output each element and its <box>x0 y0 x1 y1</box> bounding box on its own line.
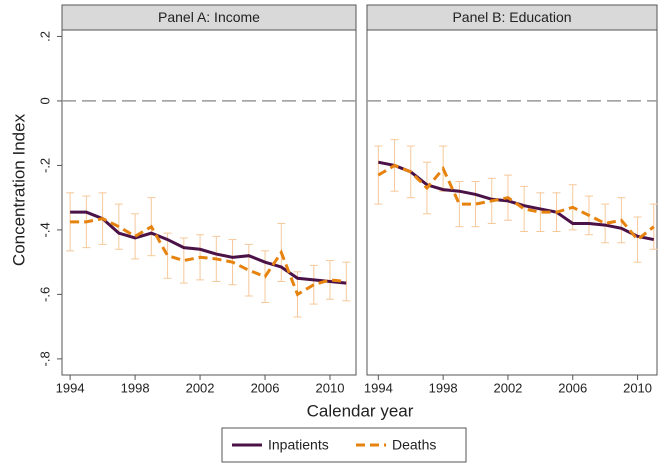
y-tick-label: 0 <box>37 97 52 104</box>
error-bar <box>601 203 610 244</box>
x-tick-label: 2006 <box>558 380 587 395</box>
x-tick-label: 2010 <box>623 380 652 395</box>
y-tick-label: -.6 <box>37 287 52 302</box>
error-bar <box>131 213 140 260</box>
error-bar <box>536 192 545 233</box>
y-axis-label: Concentration Index <box>9 113 28 266</box>
legend-label: Inpatients <box>268 437 329 453</box>
plot-area <box>61 29 357 376</box>
y-tick-label: -.2 <box>37 158 52 173</box>
y-tick-label: -.8 <box>37 351 52 366</box>
error-bar <box>633 216 642 263</box>
error-bar <box>455 181 464 228</box>
x-tick-label: 2002 <box>186 380 215 395</box>
x-tick-label: 2010 <box>316 380 345 395</box>
series-line <box>70 217 347 297</box>
x-tick-label: 1998 <box>429 380 458 395</box>
y-tick-label: .2 <box>37 31 52 42</box>
x-tick-label: 2006 <box>251 380 280 395</box>
legend-label: Deaths <box>392 437 436 453</box>
x-tick-label: 1998 <box>121 380 150 395</box>
y-tick-label: -.4 <box>37 222 52 237</box>
error-bar <box>244 243 253 297</box>
x-tick-label: 1994 <box>56 380 85 395</box>
series-line <box>70 210 347 285</box>
x-axis-label: Calendar year <box>307 401 414 420</box>
x-tick-label: 1994 <box>364 380 393 395</box>
x-tick-label: 2002 <box>493 380 522 395</box>
error-bar <box>326 260 335 300</box>
panel-title: Panel A: Income <box>158 9 260 25</box>
panel-header <box>366 4 658 31</box>
panel-title: Panel B: Education <box>452 9 571 25</box>
panel-header <box>61 4 357 31</box>
legend-box <box>221 427 467 463</box>
error-bar <box>179 237 188 284</box>
series-line <box>377 163 655 242</box>
error-bar <box>520 185 529 233</box>
error-bar <box>471 181 480 228</box>
